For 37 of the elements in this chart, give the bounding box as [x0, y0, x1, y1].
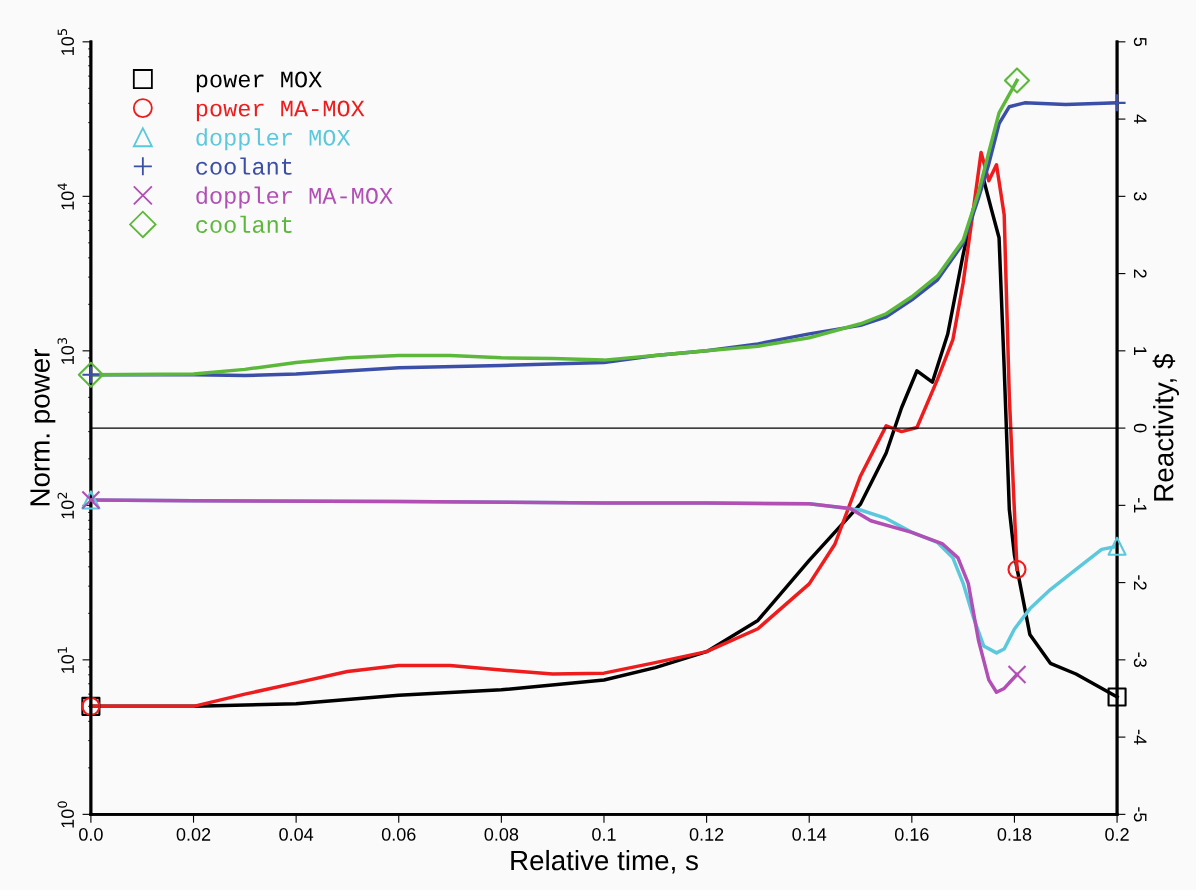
legend-label: coolant [196, 215, 292, 233]
x-tick-label: 0.06 [381, 828, 416, 841]
x-axis-title: Relative time, s [511, 849, 698, 874]
legend-label: coolant [196, 157, 292, 175]
y-tick-label: 10$^{4}$ [57, 183, 75, 210]
legend-label: power MOX [196, 71, 322, 93]
x-tick-label: 0.1 [592, 828, 616, 841]
x-tick-label: 0.0 [79, 828, 103, 841]
y2-tick-label: 0 [1133, 423, 1147, 433]
y2-tick-label: 4 [1134, 114, 1147, 124]
x-tick-label: 0.04 [279, 828, 314, 841]
y-tick-label: 10$^{5}$ [57, 29, 75, 55]
x-tick-label: 0.16 [894, 828, 929, 841]
legend-label: doppler MA-MOX [196, 186, 393, 209]
x-tick-label: 0.12 [689, 828, 724, 841]
legend-label: power MA-MOX [196, 100, 365, 122]
y2-tick-label: 3 [1133, 192, 1147, 201]
y-tick-label: 10$^{2}$ [57, 492, 74, 519]
y2-tick-label: -3 [1133, 652, 1147, 668]
x-tick-label: 0.14 [792, 828, 827, 841]
y2-axis-title: Reactivity, $ [1152, 353, 1179, 501]
y-tick-label: 10$^{3}$ [57, 338, 74, 364]
y-axis-title: Norm. power [30, 349, 56, 506]
y2-tick-label: -2 [1134, 575, 1147, 590]
y2-tick-label: 1 [1134, 347, 1147, 355]
y2-tick-label: -5 [1133, 807, 1147, 822]
y2-tick-label: 5 [1133, 37, 1147, 47]
y2-tick-label: -1 [1134, 498, 1147, 513]
x-tick-label: 0.02 [176, 828, 211, 841]
x-tick-label: 0.18 [997, 828, 1032, 841]
y2-tick-label: 2 [1134, 269, 1147, 278]
x-tick-label: 0.08 [484, 828, 519, 841]
y2-tick-label: -4 [1134, 729, 1147, 745]
y-tick-label: 10$^{1}$ [57, 647, 75, 673]
y-tick-label: 10$^{0}$ [57, 801, 74, 828]
legend-label: doppler MOX [196, 128, 351, 151]
x-tick-label: 0.2 [1105, 828, 1129, 841]
